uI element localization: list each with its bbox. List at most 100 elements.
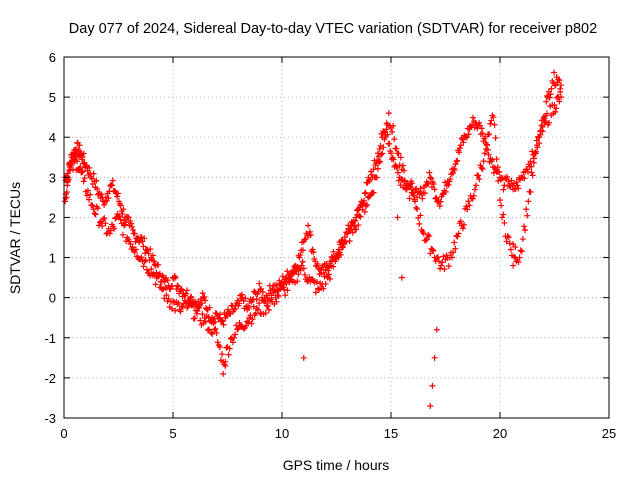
data-point [503,173,510,180]
data-point [500,186,507,193]
data-point [452,245,459,252]
y-axis-label: SDTVAR / TECUs [7,182,23,294]
data-point [198,300,205,307]
data-point [84,187,91,194]
data-point [377,158,384,165]
data-point [120,222,127,229]
data-point [320,285,327,292]
data-point [428,175,435,182]
data-point [362,189,369,196]
data-point [273,282,280,289]
data-point [503,238,510,245]
data-point [79,154,86,161]
data-point [406,195,413,202]
data-point [456,145,463,152]
data-point [140,263,147,270]
data-point [279,273,286,280]
data-point [376,159,383,166]
data-point [470,192,477,199]
data-point [129,223,136,230]
data-point [90,206,97,213]
data-point [401,177,408,184]
data-point [546,119,553,126]
data-point [216,343,223,350]
data-point [524,212,531,219]
y-tick-label: 1 [49,251,56,266]
data-point [256,280,263,287]
data-point [229,302,236,309]
x-tick-label: 0 [60,426,67,441]
data-point [414,206,421,213]
data-point [385,110,392,117]
data-point [553,105,560,112]
data-point [287,273,294,280]
data-point [401,178,408,185]
data-point [484,146,491,153]
data-point [205,326,212,333]
data-point [262,310,269,317]
data-point [558,82,565,89]
data-point [386,140,393,147]
data-point [122,221,129,228]
data-point [494,164,501,171]
data-point [501,219,508,226]
data-point [203,313,210,320]
data-point [416,220,423,227]
data-point [356,212,363,219]
data-point [305,222,312,229]
data-point [408,180,415,187]
data-point [64,170,71,177]
data-point [441,266,448,273]
data-point [193,310,200,317]
data-point [491,121,498,128]
x-tick-label: 20 [493,426,507,441]
data-point [510,262,517,269]
data-point [445,263,452,270]
data-point [313,278,320,285]
data-point [191,315,198,322]
data-point [426,233,433,240]
data-point [245,319,252,326]
data-point [79,168,86,175]
data-point [364,201,371,208]
data-point [270,289,277,296]
data-point [478,164,485,171]
data-point [507,246,514,253]
data-point [102,194,109,201]
data-point [172,274,179,281]
data-point [80,150,87,157]
data-point [517,247,524,254]
data-point [465,131,472,138]
data-point [437,198,444,205]
data-point [349,229,356,236]
data-point [435,258,442,265]
data-point [527,158,534,165]
data-point [245,305,252,312]
data-point [409,190,416,197]
data-point [366,193,373,200]
y-axis-ticks: -3 -2 -1 0 1 2 3 4 5 6 [44,50,609,426]
data-point [177,308,184,315]
data-point [499,214,506,221]
data-point [330,263,337,270]
data-point [454,157,461,164]
y-tick-label: -3 [44,411,56,426]
data-point [390,156,397,163]
data-point [410,189,417,196]
data-point [383,126,390,133]
data-point [82,162,89,169]
data-point [513,179,520,186]
data-point [215,315,222,322]
data-point [442,179,449,186]
data-point [179,303,186,310]
data-point [434,254,441,261]
data-point [332,258,339,265]
data-point [528,169,535,176]
data-point [510,180,517,187]
data-point [208,329,215,336]
data-point [399,162,406,169]
data-point [314,260,321,267]
data-point [259,288,266,295]
data-point [388,150,394,157]
